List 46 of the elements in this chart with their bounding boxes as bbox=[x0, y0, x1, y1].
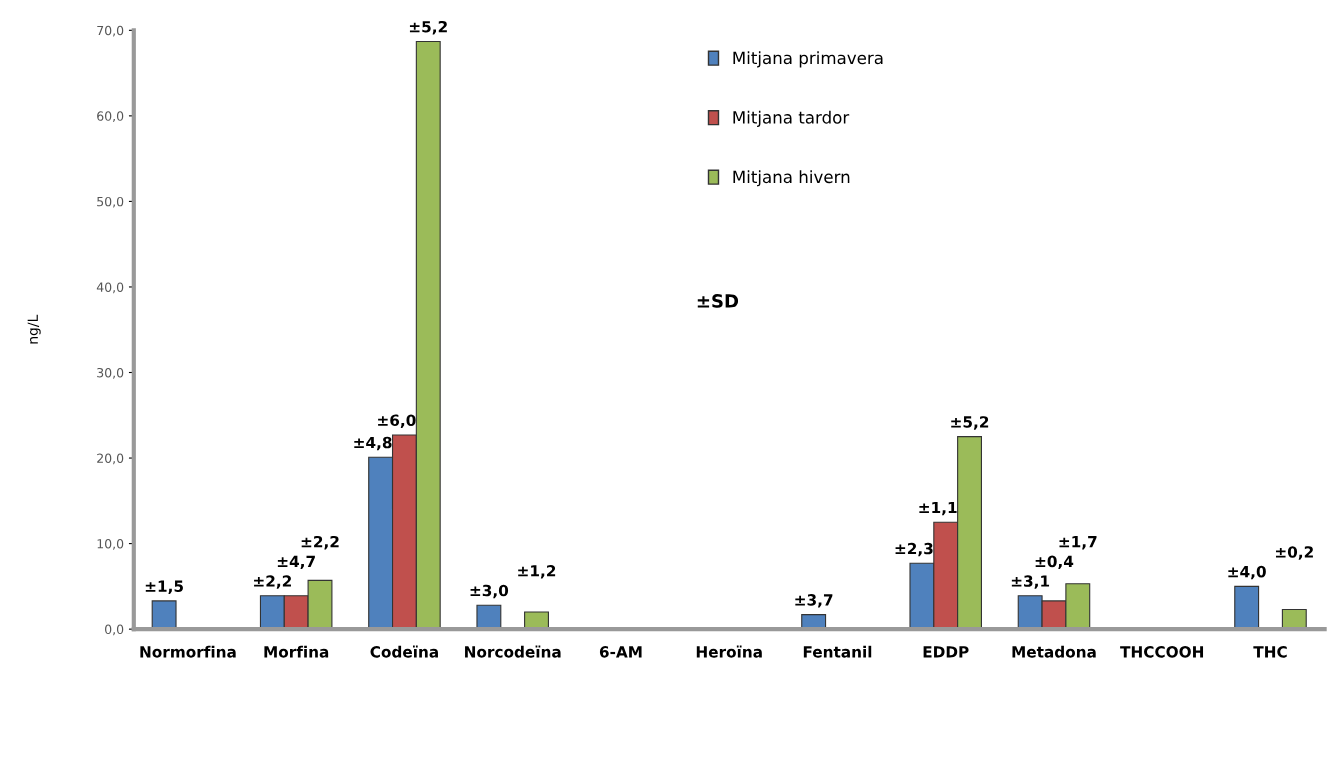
x-tick-label: Metadona bbox=[1012, 645, 1096, 658]
y-tick-label: 70,0 bbox=[97, 25, 124, 37]
y-tick-label: 20,0 bbox=[97, 453, 124, 465]
annotation: ±0,4 bbox=[1035, 555, 1074, 570]
annotation: ±1,1 bbox=[919, 501, 957, 516]
legend-label: Mitjana hivern bbox=[733, 170, 850, 187]
annotation: ±2,3 bbox=[895, 542, 933, 557]
bar bbox=[524, 611, 549, 630]
annotation: ±5,2 bbox=[409, 20, 447, 35]
annotation: ±1,7 bbox=[1059, 536, 1097, 550]
x-tick-label: THCCOOH bbox=[1120, 646, 1204, 658]
x-tick-label: EDDP bbox=[923, 646, 969, 658]
x-tick-label: Morfina bbox=[264, 645, 329, 658]
y-tick-label: 30,0 bbox=[97, 367, 124, 379]
x-tick-label: Fentanil bbox=[803, 645, 872, 658]
annotation: ±2,2 bbox=[301, 535, 339, 550]
annotation: ±3,7 bbox=[795, 594, 833, 608]
annotation: ±2,2 bbox=[254, 575, 291, 589]
bar bbox=[476, 604, 502, 630]
annotation: ±1,5 bbox=[145, 580, 183, 594]
bar bbox=[151, 600, 177, 630]
legend-label: Mitjana primavera bbox=[733, 51, 883, 68]
y-axis-title: ng/L bbox=[27, 314, 41, 344]
legend-label: Mitjana tardor bbox=[733, 110, 850, 127]
annotation: ±4,7 bbox=[277, 555, 315, 570]
y-tick-label: 60,0 bbox=[97, 111, 124, 123]
annotation: ±3,0 bbox=[470, 584, 509, 599]
annotation: ±SD bbox=[697, 294, 739, 308]
x-tick-label: 6-AM bbox=[599, 646, 642, 658]
x-tick-label: Normorfina bbox=[140, 645, 236, 658]
x-tick-label: THC bbox=[1253, 646, 1287, 658]
annotation: ±4,8 bbox=[354, 436, 392, 451]
y-tick-label: 10,0 bbox=[97, 539, 124, 550]
annotation: ±3,1 bbox=[1011, 575, 1050, 589]
bar bbox=[1234, 585, 1260, 630]
x-tick-label: Heroïna bbox=[696, 645, 762, 658]
x-tick-label: Codeïna bbox=[370, 645, 438, 658]
annotation: ±4,0 bbox=[1228, 565, 1266, 580]
annotation: ±6,0 bbox=[378, 414, 416, 428]
annotation: ±1,2 bbox=[518, 565, 556, 579]
y-tick-label: 0,0 bbox=[105, 624, 124, 636]
y-tick-label: 40,0 bbox=[96, 282, 124, 294]
x-tick-label: Norcodeïna bbox=[465, 645, 561, 658]
y-tick-label: 50,0 bbox=[97, 196, 124, 208]
annotation: ±0,2 bbox=[1275, 546, 1313, 560]
annotation: ±5,2 bbox=[951, 416, 989, 430]
